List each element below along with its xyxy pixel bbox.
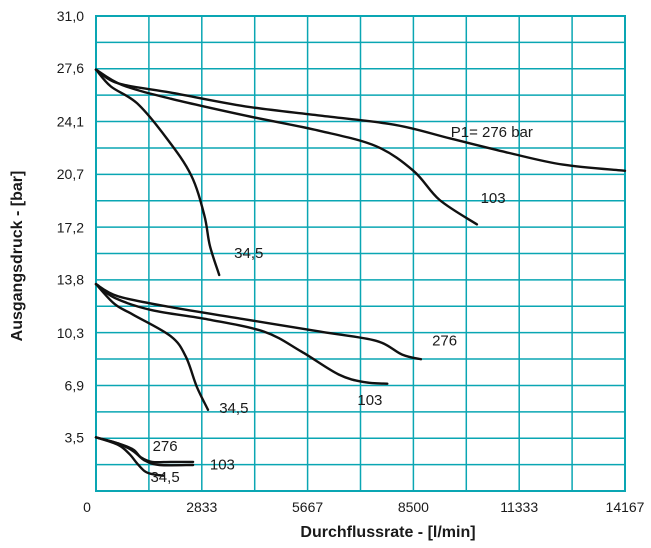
y-tick-label: 10,3: [57, 325, 84, 341]
series-line-1: [94, 68, 627, 172]
y-tick-label: 3,5: [65, 429, 85, 445]
curve-label-7: 276: [153, 438, 178, 455]
curve-label-4: 276: [432, 332, 457, 349]
plot-frame: [95, 15, 626, 492]
y-tick-label: 31,0: [57, 8, 84, 24]
curve-label-9: 34,5: [150, 469, 179, 486]
grid: [96, 16, 625, 491]
series-line-9: [94, 436, 165, 477]
series-line-5: [94, 282, 389, 385]
y-axis-ticks: 3,5 6,9 10,3 13,8 17,2 20,7 24,1 27,6 31,0: [57, 8, 84, 445]
y-tick-label: 13,8: [57, 272, 84, 288]
series-line-3: [94, 68, 221, 277]
curves: [94, 68, 627, 477]
x-tick-label: 5667: [292, 499, 323, 515]
x-tick-label: 2833: [186, 499, 217, 515]
series-line-6: [94, 282, 210, 411]
y-tick-label: 27,6: [57, 60, 84, 76]
y-tick-label: 6,9: [65, 377, 85, 393]
x-tick-label: 14167: [606, 499, 645, 515]
series-line-8: [94, 436, 195, 467]
series-line-4: [94, 282, 423, 361]
curve-labels: P1= 276 bar 103 34,5 276 103 34,5 276 103 34,5: [150, 124, 532, 486]
curve-label-6: 34,5: [219, 400, 248, 417]
x-tick-label: 8500: [398, 499, 429, 515]
series-line-2: [94, 68, 479, 226]
y-tick-label: 20,7: [57, 166, 84, 182]
curve-label-8: 103: [210, 457, 235, 474]
x-axis-ticks: 0 2833 5667 8500 11333 14167: [83, 499, 645, 515]
curve-label-2: 103: [481, 190, 506, 207]
y-axis-title: Ausgangsdruck - [bar]: [9, 171, 26, 342]
x-tick-label: 11333: [500, 499, 538, 515]
x-axis-title: Durchflussrate - [l/min]: [300, 524, 475, 541]
y-tick-label: 24,1: [57, 114, 84, 130]
curve-label-3: 34,5: [234, 245, 263, 262]
x-tick-label: 0: [83, 499, 91, 515]
y-tick-label: 17,2: [57, 219, 84, 235]
curve-label-5: 103: [357, 392, 382, 409]
curve-label-1: P1= 276 bar: [451, 124, 533, 141]
